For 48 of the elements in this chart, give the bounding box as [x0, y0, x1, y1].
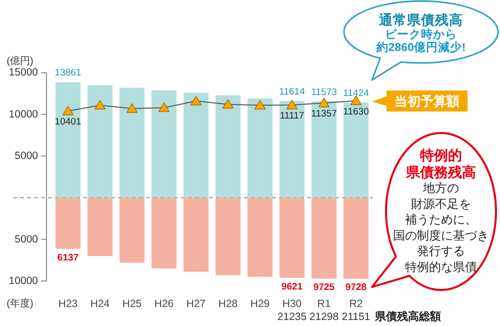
data-label: 11573	[311, 86, 337, 98]
point	[318, 98, 330, 108]
legend-label: 当初予算額	[394, 94, 460, 108]
data-label: 13861	[54, 68, 82, 79]
point	[94, 100, 106, 110]
x-tick-label: H30	[282, 298, 302, 310]
point	[126, 103, 138, 113]
x-tick-label: H28	[218, 298, 238, 310]
point	[350, 96, 362, 106]
data-label: 11614	[279, 86, 305, 98]
text: 通常県債残高	[378, 12, 463, 28]
x-tick-label: R1	[317, 298, 331, 310]
text: 21298	[309, 311, 339, 323]
point	[62, 106, 74, 116]
x-tick-label: H23	[58, 298, 78, 310]
y-tick-label: 5000	[14, 233, 38, 246]
data-label: 10401	[54, 116, 82, 128]
data-label: 6137	[57, 252, 79, 264]
data-label: 11424	[343, 88, 369, 99]
point	[222, 99, 234, 109]
text: 21151	[342, 311, 370, 323]
data-label: 9621	[281, 281, 304, 292]
data-label: 9728	[345, 282, 367, 294]
text: 21235	[277, 311, 307, 323]
x-tick-label: H27	[186, 298, 206, 310]
data-label: 11357	[311, 108, 337, 120]
x-tick-label: H29	[250, 298, 270, 310]
text: 県債残高総額	[374, 310, 441, 323]
point	[286, 100, 298, 110]
y-tick-label: 10000	[8, 108, 38, 120]
point	[254, 100, 266, 110]
data-label: 11630	[343, 106, 369, 118]
text: ピーク時から約2860億円減少!	[375, 27, 466, 54]
y-tick-label: 10000	[8, 275, 38, 287]
x-tick-label: R2	[349, 298, 363, 310]
data-label: 9725	[313, 282, 336, 294]
y-tick-label: 5000	[14, 150, 38, 162]
x-tick-label: H24	[90, 298, 110, 310]
x-tick-label: H26	[154, 298, 174, 310]
y-tick-label: 15000	[8, 66, 38, 79]
data-label: 11117	[280, 110, 304, 122]
text: 地方の財源不足を補うために、国の制度に基づき発行する特例的な県債	[393, 181, 489, 274]
x-axis-title: (年度)	[6, 298, 34, 310]
x-tick-label: H25	[122, 298, 142, 310]
point	[190, 96, 202, 106]
y-axis-title: (億円)	[6, 55, 34, 68]
point	[158, 102, 170, 112]
text: 特例的県債務残高	[405, 147, 476, 180]
